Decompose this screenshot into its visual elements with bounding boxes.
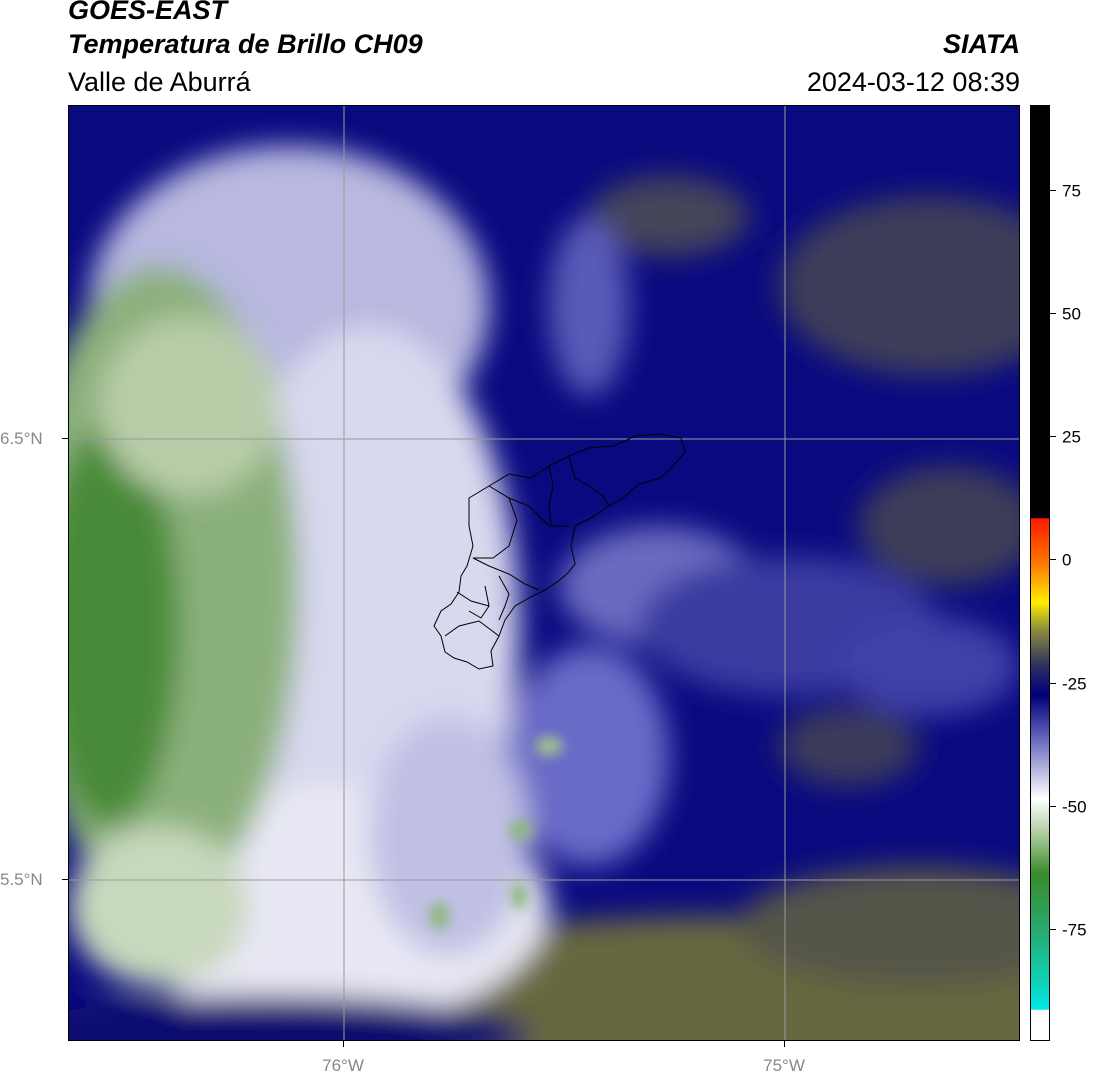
colorbar-label: 75 — [1062, 181, 1081, 201]
colorbar-tick — [1050, 806, 1056, 807]
colorbar-label: 25 — [1062, 427, 1081, 447]
colorbar-label: 50 — [1062, 304, 1081, 324]
lat-tick-6-5 — [62, 438, 68, 439]
colorbar-tick — [1050, 313, 1056, 314]
title-product: Temperatura de Brillo CH09 — [68, 29, 423, 59]
timestamp-label: 2024-03-12 08:39 — [806, 67, 1020, 97]
colorbar-tick — [1050, 190, 1056, 191]
colorbar-label: 0 — [1062, 550, 1072, 570]
lat-label-6-5: 6.5°N — [0, 429, 43, 448]
colorbar-tick — [1050, 683, 1056, 684]
colorbar-label: -50 — [1062, 797, 1087, 817]
colorbar — [1030, 105, 1050, 1041]
municipal-boundaries — [433, 433, 686, 670]
satellite-map[interactable] — [68, 105, 1020, 1041]
colorbar-label: -75 — [1062, 920, 1087, 940]
title-satellite: GOES-EAST — [68, 0, 228, 25]
region-label: Valle de Aburrá — [68, 67, 251, 97]
lat-tick-5-5 — [62, 879, 68, 880]
lat-label-5-5: 5.5°N — [0, 870, 43, 889]
colorbar-label: -25 — [1062, 674, 1087, 694]
lon-tick-76 — [343, 1041, 344, 1047]
lon-tick-75 — [784, 1041, 785, 1047]
organization-label: SIATA — [943, 29, 1020, 59]
colorbar-tick — [1050, 559, 1056, 560]
colorbar-tick — [1050, 436, 1056, 437]
lon-label-76: 76°W — [322, 1056, 364, 1075]
lon-label-75: 75°W — [763, 1056, 805, 1075]
colorbar-tick — [1050, 929, 1056, 930]
